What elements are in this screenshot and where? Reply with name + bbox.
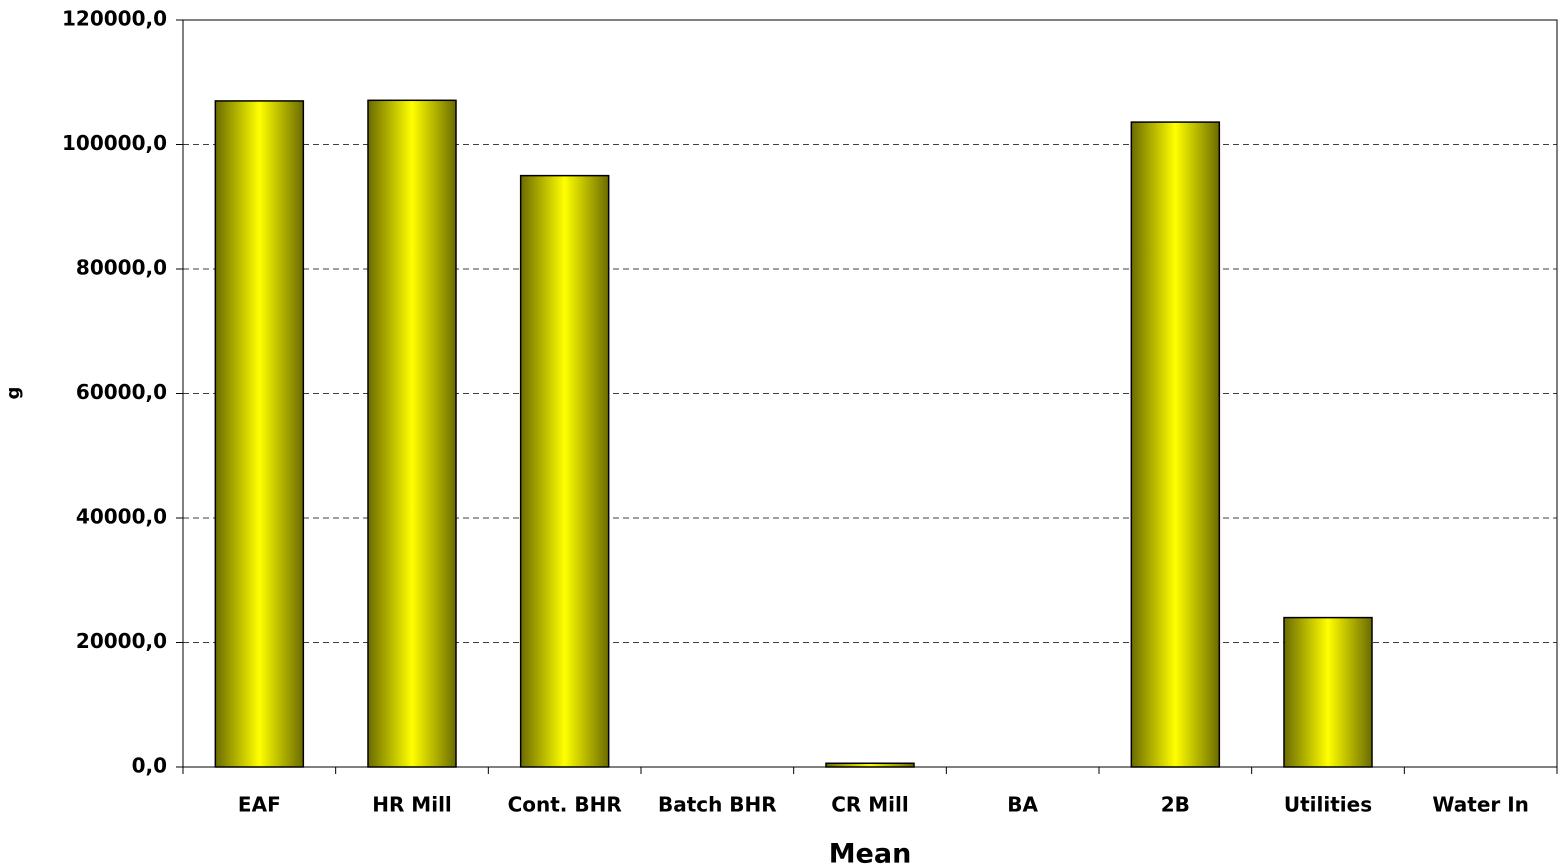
plot-border	[182, 19, 1558, 767]
y-tick-label: 100000,0	[62, 131, 167, 155]
x-tick-label: 2B	[1161, 793, 1190, 817]
y-tick-label: 20000,0	[76, 629, 167, 653]
y-axis-label: g	[3, 387, 24, 400]
x-tick-label: BA	[1007, 793, 1038, 817]
bar	[367, 99, 457, 768]
bar	[825, 762, 915, 768]
bar	[1130, 121, 1221, 768]
y-tick-label: 60000,0	[76, 380, 167, 404]
bar	[214, 100, 305, 768]
y-tick-label: 80000,0	[76, 256, 167, 280]
x-tick-label: Cont. BHR	[508, 793, 622, 817]
bar	[1283, 616, 1373, 768]
x-axis-label: Mean	[829, 839, 912, 868]
y-tick-label: 40000,0	[76, 505, 167, 529]
x-tick-label: Utilities	[1284, 793, 1372, 817]
y-tick-label: 0,0	[132, 754, 167, 778]
x-tick-label: Batch BHR	[658, 793, 777, 817]
x-tick-label: Water In	[1432, 793, 1528, 817]
y-tick-label: 120000,0	[62, 7, 167, 31]
x-tick-label: CR Mill	[831, 793, 909, 817]
x-tick-label: EAF	[238, 793, 281, 817]
bar	[519, 174, 610, 768]
x-tick-label: HR Mill	[372, 793, 452, 817]
